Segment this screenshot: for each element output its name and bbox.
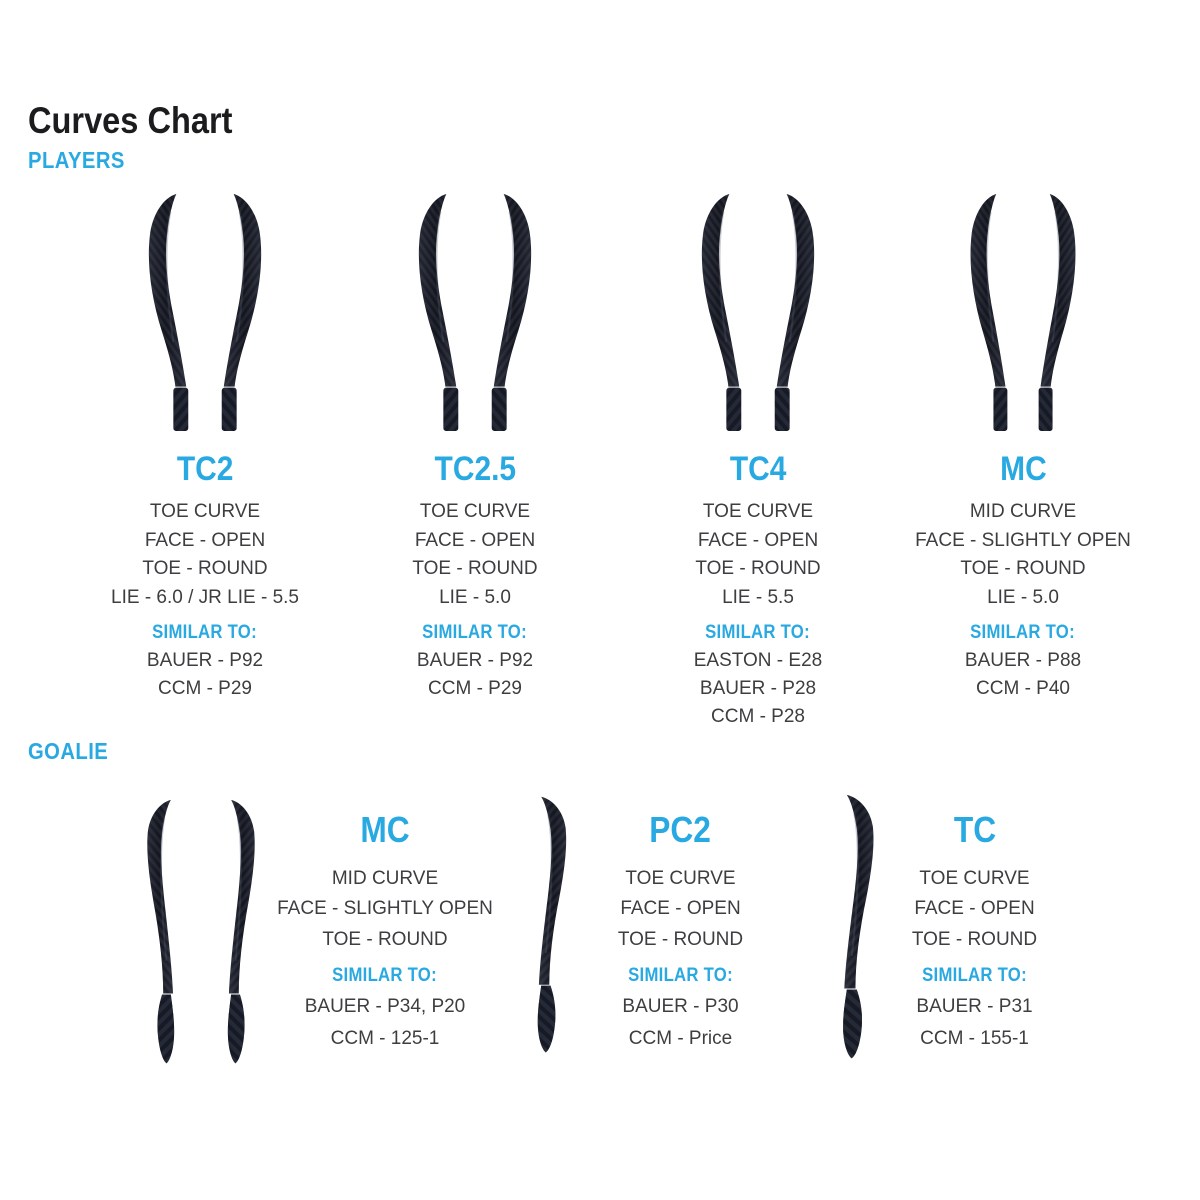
goalie-blade-pair-image <box>138 798 264 1068</box>
spec-line: TOE CURVE <box>625 868 736 889</box>
player-blade-pair-image <box>633 192 883 434</box>
spec-line: LIE - 5.5 <box>722 587 794 609</box>
player-blade-icon <box>700 192 743 433</box>
spec-line: TOE - ROUND <box>695 558 821 580</box>
curve-name: PC2 <box>649 809 712 850</box>
page-title: Curves Chart <box>28 100 233 141</box>
player-blade-icon <box>490 192 533 433</box>
curve-name: TC2.5 <box>434 450 516 488</box>
spec-line: FACE - OPEN <box>697 529 819 551</box>
spec-line: TOE - ROUND <box>412 558 538 580</box>
similar-line: CCM - P29 <box>158 677 252 699</box>
similar-line: CCM - 155-1 <box>920 1027 1029 1049</box>
similar-line: BAUER - P92 <box>416 649 534 671</box>
goalie-curve-card-tc: TC TOE CURVE FACE - OPEN TOE - ROUND SIM… <box>872 810 1077 1054</box>
spec-line: TOE - ROUND <box>911 928 1038 950</box>
player-blade-icon <box>417 192 460 433</box>
player-curve-card-tc2-5: TC2.5 TOE CURVE FACE - OPEN TOE - ROUND … <box>350 192 600 703</box>
goalie-blade-icon <box>146 798 176 1065</box>
spec-line: LIE - 5.0 <box>439 587 511 609</box>
similar-line: CCM - P28 <box>711 705 805 727</box>
player-blade-pair-image <box>350 192 600 434</box>
curve-name: TC4 <box>729 450 787 488</box>
spec-line: TOE CURVE <box>919 868 1030 889</box>
goalie-blade-image <box>518 795 576 1057</box>
goalie-curve-card-pc2: PC2 TOE CURVE FACE - OPEN TOE - ROUND SI… <box>578 810 783 1054</box>
spec-line: LIE - 6.0 / JR LIE - 5.5 <box>111 587 299 609</box>
spec-line: LIE - 5.0 <box>987 587 1059 609</box>
similar-to-label: SIMILAR TO: <box>970 621 1076 643</box>
player-blade-icon <box>773 192 816 433</box>
similar-line: CCM - P29 <box>428 677 522 699</box>
similar-line: BAUER - P92 <box>146 649 264 671</box>
similar-to-label: SIMILAR TO: <box>705 621 811 643</box>
player-curve-card-mc: MC MID CURVE FACE - SLIGHTLY OPEN TOE - … <box>898 192 1148 703</box>
spec-line: FACE - OPEN <box>144 529 266 551</box>
curve-name: MC <box>999 450 1047 488</box>
spec-line: TOE - ROUND <box>142 558 268 580</box>
similar-to-label: SIMILAR TO: <box>332 965 438 987</box>
section-label-players: PLAYERS <box>28 147 125 173</box>
similar-to-label: SIMILAR TO: <box>628 965 733 987</box>
player-blade-pair-image <box>898 192 1148 434</box>
curve-name: TC <box>953 809 996 850</box>
goalie-blade-icon <box>226 798 256 1065</box>
spec-line: FACE - SLIGHTLY OPEN <box>915 529 1131 551</box>
similar-line: BAUER - P34, P20 <box>304 996 466 1018</box>
spec-line: TOE CURVE <box>702 501 814 522</box>
spec-line: TOE - ROUND <box>322 928 448 950</box>
player-blade-icon <box>147 192 190 433</box>
player-curve-card-tc4: TC4 TOE CURVE FACE - OPEN TOE - ROUND LI… <box>633 192 883 731</box>
similar-to-label: SIMILAR TO: <box>422 621 528 643</box>
similar-line: CCM - Price <box>628 1027 733 1049</box>
similar-line: CCM - 125-1 <box>330 1027 440 1049</box>
similar-line: BAUER - P31 <box>916 996 1033 1018</box>
similar-line: CCM - P40 <box>976 677 1070 699</box>
goalie-blade-icon <box>842 793 875 1060</box>
curve-name: TC2 <box>176 450 234 488</box>
similar-line: BAUER - P30 <box>622 996 739 1018</box>
similar-line: BAUER - P28 <box>699 677 817 699</box>
spec-line: TOE - ROUND <box>960 558 1086 580</box>
section-label-goalie: GOALIE <box>28 738 109 764</box>
spec-line: FACE - OPEN <box>914 898 1035 920</box>
similar-to-label: SIMILAR TO: <box>152 621 258 643</box>
player-blade-pair-image <box>80 192 330 434</box>
player-blade-icon <box>969 192 1009 433</box>
curve-name: MC <box>360 809 410 850</box>
spec-line: FACE - OPEN <box>620 898 741 920</box>
similar-line: BAUER - P88 <box>964 649 1082 671</box>
spec-line: FACE - OPEN <box>414 529 536 551</box>
spec-line: TOE CURVE <box>149 501 261 522</box>
player-blade-icon <box>1037 192 1077 433</box>
spec-line: TOE CURVE <box>419 501 531 522</box>
player-curve-card-tc2: TC2 TOE CURVE FACE - OPEN TOE - ROUND LI… <box>80 192 330 703</box>
goalie-blade-icon <box>536 795 568 1054</box>
spec-line: TOE - ROUND <box>617 928 744 950</box>
similar-to-label: SIMILAR TO: <box>922 965 1027 987</box>
spec-line: MID CURVE <box>331 868 439 889</box>
similar-line: EASTON - E28 <box>693 649 823 671</box>
player-blade-icon <box>220 192 263 433</box>
spec-line: FACE - SLIGHTLY OPEN <box>277 898 493 920</box>
goalie-curve-card-mc: MC MID CURVE FACE - SLIGHTLY OPEN TOE - … <box>270 810 500 1054</box>
spec-line: MID CURVE <box>969 501 1077 522</box>
